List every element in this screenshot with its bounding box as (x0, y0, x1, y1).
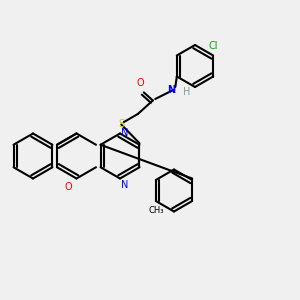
Text: H: H (183, 87, 191, 98)
Text: CH₃: CH₃ (148, 206, 164, 215)
Text: N: N (122, 180, 129, 190)
Text: N: N (122, 128, 129, 139)
Text: O: O (136, 79, 144, 88)
Text: Cl: Cl (208, 41, 218, 51)
Text: O: O (64, 182, 72, 191)
Text: S: S (118, 119, 124, 130)
Text: N: N (167, 85, 175, 95)
